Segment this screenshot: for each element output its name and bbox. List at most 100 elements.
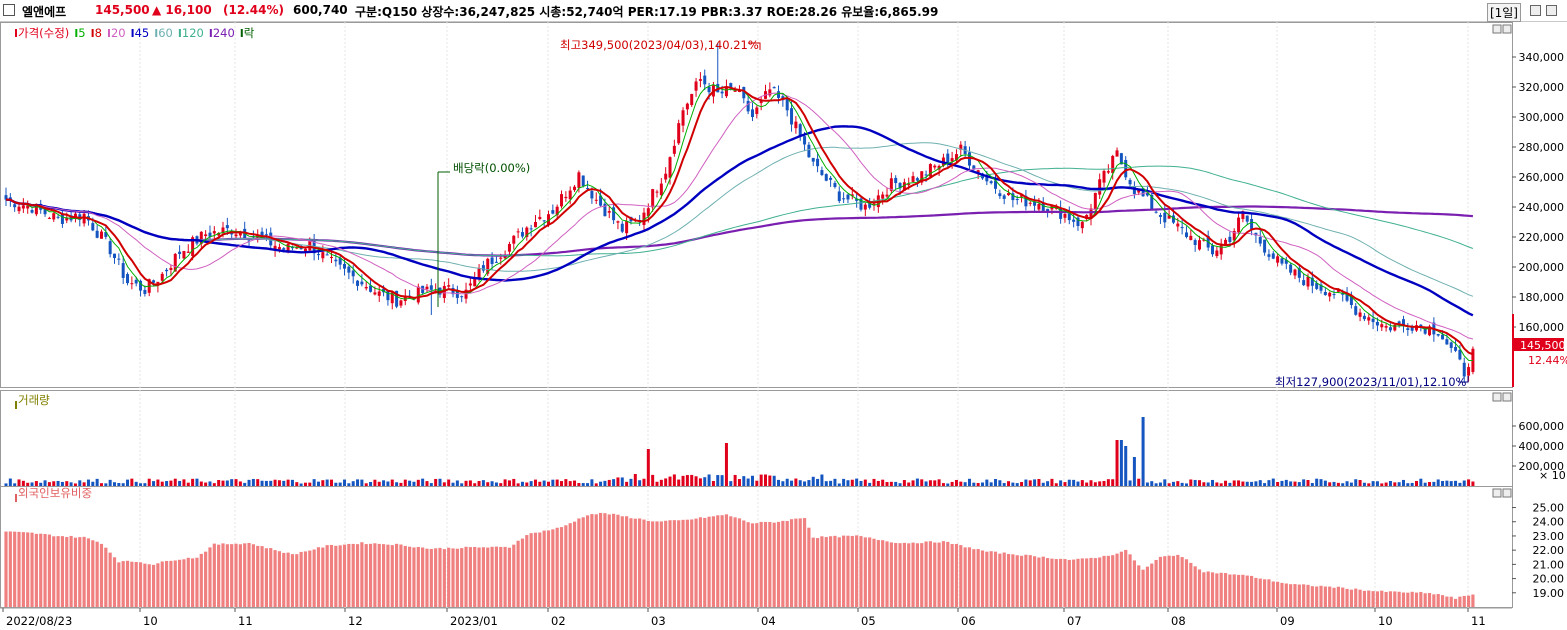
- foreign-ratio-bar: [1128, 554, 1132, 607]
- foreign-ratio-bar: [815, 538, 820, 607]
- volume-bar: [842, 478, 846, 486]
- candle-body: [1354, 306, 1358, 315]
- foreign-tick-label: 23.00: [1533, 530, 1565, 543]
- volume-bar: [1202, 482, 1206, 486]
- volume-bar: [139, 483, 143, 486]
- volume-bar: [928, 480, 932, 486]
- foreign-ratio-bar: [881, 540, 885, 607]
- volume-bar: [30, 482, 34, 486]
- candle-body: [416, 286, 420, 303]
- legend-label-2: 8: [95, 26, 102, 40]
- foreign-ratio-bar: [842, 535, 846, 607]
- volume-bar: [590, 479, 594, 486]
- candle-body: [473, 277, 477, 287]
- foreign-ratio-bar: [525, 535, 529, 607]
- date-tick-label: 10: [143, 614, 158, 628]
- volume-bar: [1093, 482, 1097, 486]
- volume-bar: [455, 480, 459, 486]
- volume-bar: [1102, 480, 1106, 486]
- volume-bar: [1250, 481, 1254, 486]
- foreign-ratio-bar: [564, 525, 568, 607]
- stock-name[interactable]: 엘앤에프: [22, 5, 67, 19]
- ma-20-line: [5, 92, 1474, 340]
- volume-bar: [121, 483, 125, 486]
- close-icon[interactable]: [1546, 5, 1557, 16]
- volume-bar: [369, 481, 373, 486]
- candle-body: [737, 90, 741, 92]
- candle-body: [581, 175, 585, 186]
- volume-bar: [512, 478, 516, 486]
- volume-bar: [303, 482, 307, 486]
- foreign-ratio-bar: [1276, 581, 1280, 607]
- foreign-ratio-bar: [416, 546, 420, 607]
- candle-body: [811, 157, 815, 162]
- candle-body: [178, 251, 182, 255]
- candle-body: [733, 90, 737, 92]
- candle-body: [920, 171, 924, 183]
- candle-body: [533, 221, 537, 228]
- volume-bar: [221, 480, 225, 486]
- volume-bar: [651, 474, 655, 486]
- foreign-ratio-bar: [1180, 557, 1184, 607]
- candle-body: [286, 243, 290, 253]
- volume-bar: [225, 480, 229, 486]
- volume-bar: [898, 483, 902, 486]
- foreign-ratio-bar: [1032, 556, 1037, 607]
- volume-bar: [1115, 440, 1119, 486]
- foreign-ratio-bar: [946, 541, 950, 607]
- foreign-ratio-bar: [1158, 556, 1163, 607]
- volume-bar: [616, 477, 620, 486]
- volume-bar: [269, 480, 273, 486]
- foreign-ratio-bar: [438, 547, 442, 607]
- candle-body: [273, 245, 277, 250]
- foreign-ratio-bar: [1011, 554, 1015, 607]
- candle-body: [52, 213, 56, 220]
- foreign-ratio-bar: [876, 540, 880, 607]
- foreign-ratio-bar: [421, 547, 425, 607]
- foreign-ratio-bar: [1458, 596, 1462, 607]
- volume-bar: [486, 482, 490, 486]
- foreign-ratio-bar: [342, 544, 347, 607]
- candle-body: [1358, 312, 1362, 317]
- foreign-ratio-bar: [351, 543, 355, 607]
- candle-body: [217, 233, 221, 236]
- foreign-ratio-bar: [468, 547, 472, 607]
- volume-bar: [186, 482, 190, 486]
- candle-body: [954, 154, 958, 161]
- foreign-ratio-bar: [108, 552, 112, 607]
- legend-swatch: [131, 29, 134, 37]
- volume-bar: [829, 480, 833, 486]
- volume-bar: [230, 479, 234, 486]
- volume-bar: [772, 475, 776, 486]
- foreign-ratio-bar: [56, 536, 60, 607]
- candle-body: [1232, 230, 1236, 241]
- foreign-ratio-bar: [130, 561, 134, 607]
- volume-bar: [21, 480, 25, 486]
- foreign-tick-label: 22.00: [1533, 544, 1565, 557]
- volume-bar: [807, 480, 811, 486]
- period-selector[interactable]: [1일]: [1486, 3, 1521, 22]
- foreign-ratio-bar: [902, 542, 906, 607]
- candle-body: [529, 228, 533, 230]
- foreign-ratio-bar: [1249, 575, 1254, 607]
- foreign-ratio-bar: [195, 557, 199, 607]
- foreign-ratio-bar: [1397, 591, 1401, 607]
- candle-body: [1375, 321, 1379, 326]
- volume-bar: [994, 479, 998, 486]
- foreign-ratio-bar: [286, 552, 290, 607]
- volume-bar: [212, 483, 216, 486]
- volume-bar: [781, 481, 785, 486]
- select-checkbox[interactable]: [3, 4, 15, 16]
- foreign-ratio-bar: [30, 532, 34, 607]
- volume-bar: [438, 478, 442, 486]
- volume-bar: [907, 482, 911, 486]
- foreign-ratio-bar: [1236, 574, 1241, 607]
- maximize-icon[interactable]: [1530, 5, 1541, 16]
- volume-bar: [638, 480, 642, 486]
- ma-5-line: [5, 83, 1473, 361]
- price-change: ▲ 16,100: [152, 3, 212, 17]
- low-annotation: 최저127,900(2023/11/01),12.10%: [1275, 375, 1467, 389]
- volume-bar: [655, 481, 659, 486]
- foreign-ratio-bar: [1193, 566, 1197, 607]
- candle-body: [594, 199, 598, 201]
